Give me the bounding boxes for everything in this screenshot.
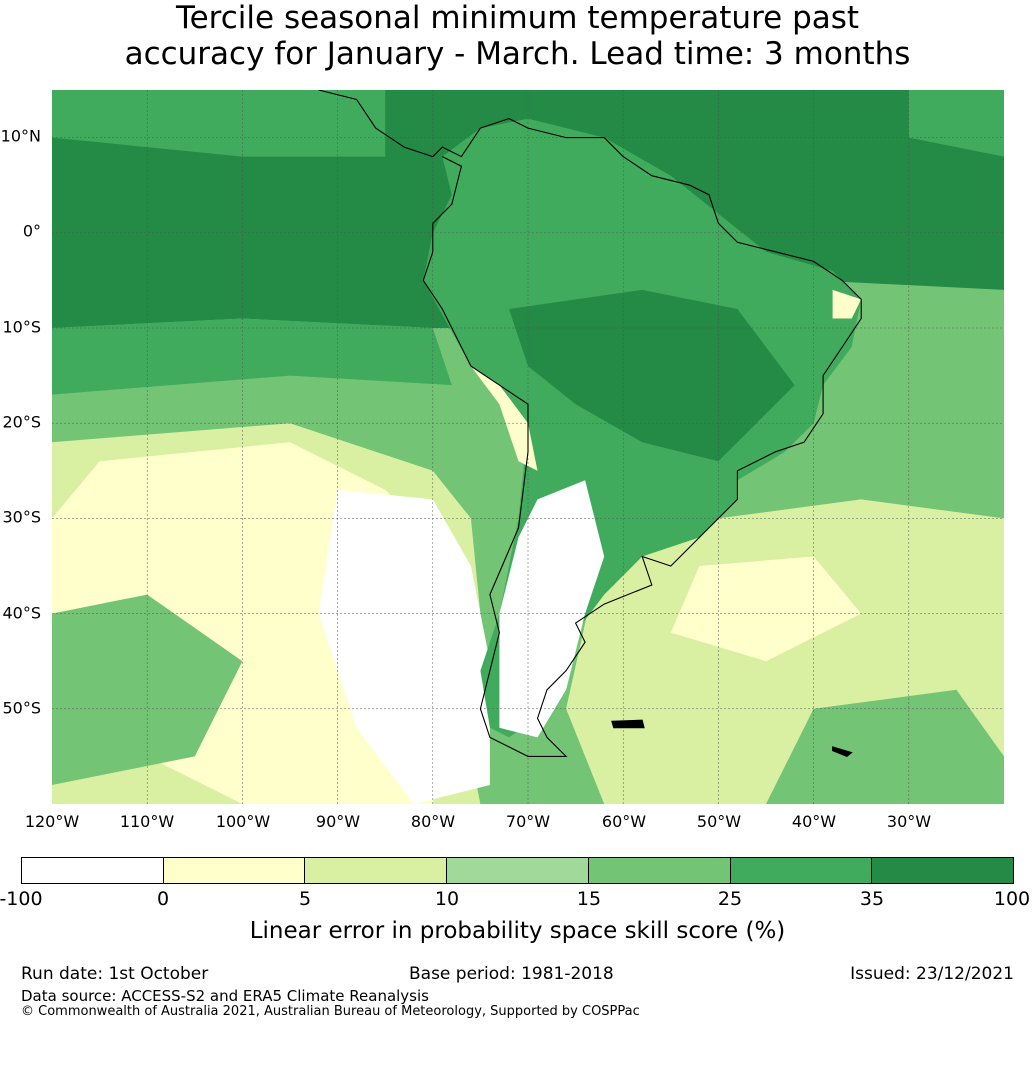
- skill-map: [52, 90, 1004, 804]
- lon-label-100w: 100°W: [215, 812, 271, 831]
- colorbar: [21, 857, 1014, 884]
- colorbar-segment-5: [588, 858, 731, 883]
- falkland-islands-coastline: [611, 719, 645, 729]
- title-line-1: Tercile seasonal minimum temperature pas…: [175, 0, 860, 36]
- lon-label-60w: 60°W: [601, 812, 647, 831]
- issued-date: Issued: 23/12/2021: [850, 964, 1014, 984]
- south-america-coastline: [318, 90, 862, 757]
- colorbar-tick-8: 100: [993, 888, 1031, 910]
- colorbar-segment-1: [22, 858, 164, 883]
- lat-label-10s: 10°S: [2, 317, 41, 337]
- south-pacific-white: [318, 489, 490, 804]
- colorbar-segment-7: [872, 858, 1014, 883]
- lat-label-50s: 50°S: [2, 698, 41, 718]
- lon-label-120w: 120°W: [24, 812, 80, 831]
- south-atlantic-green: [766, 689, 1004, 804]
- east-pacific-mid: [52, 318, 452, 395]
- amazon-dark: [509, 289, 795, 462]
- colorbar-label: Linear error in probability space skill …: [249, 918, 786, 944]
- title-line-2: accuracy for January - March. Lead time:…: [124, 36, 911, 72]
- northeast-brazil-pale: [832, 289, 862, 319]
- lat-label-30s: 30°S: [2, 507, 41, 527]
- colorbar-segment-4: [447, 858, 589, 883]
- data-source: Data source: ACCESS-S2 and ERA5 Climate …: [21, 987, 429, 1005]
- lon-label-70w: 70°W: [505, 812, 551, 831]
- map-canvas: [52, 90, 1004, 804]
- lat-label-10n: 10°N: [0, 126, 41, 146]
- colorbar-tick-1: -100: [0, 888, 43, 910]
- lon-label-80w: 80°W: [410, 812, 456, 831]
- lon-label-110w: 110°W: [119, 812, 175, 831]
- south-georgia-coastline: [832, 746, 853, 757]
- patagonia-white: [499, 480, 605, 738]
- lon-label-90w: 90°W: [315, 812, 361, 831]
- lon-label-40w: 40°W: [791, 812, 837, 831]
- copyright: © Commonwealth of Australia 2021, Austra…: [21, 1004, 640, 1019]
- colorbar-tick-5: 15: [576, 888, 602, 910]
- colorbar-tick-3: 5: [298, 888, 312, 910]
- colorbar-segment-3: [305, 858, 448, 883]
- colorbar-tick-6: 25: [717, 888, 743, 910]
- base-period: Base period: 1981-2018: [409, 964, 614, 984]
- chart-title: Tercile seasonal minimum temperature pas…: [0, 0, 1035, 72]
- north-atlantic-mid: [908, 90, 1004, 157]
- lon-label-30w: 30°W: [886, 812, 932, 831]
- lat-label-0: 0°: [22, 221, 41, 241]
- colorbar-tick-4: 10: [434, 888, 460, 910]
- lat-label-20s: 20°S: [2, 412, 41, 432]
- andes-pale: [470, 366, 538, 471]
- run-date: Run date: 1st October: [21, 964, 209, 984]
- north-pacific-mid: [52, 90, 386, 157]
- lat-label-40s: 40°S: [2, 603, 41, 623]
- colorbar-tick-2: 0: [156, 888, 170, 910]
- colorbar-segment-6: [730, 858, 873, 883]
- lon-label-50w: 50°W: [696, 812, 742, 831]
- far-south-pacific-green: [52, 594, 243, 785]
- colorbar-segment-2: [163, 858, 306, 883]
- colorbar-tick-7: 35: [859, 888, 885, 910]
